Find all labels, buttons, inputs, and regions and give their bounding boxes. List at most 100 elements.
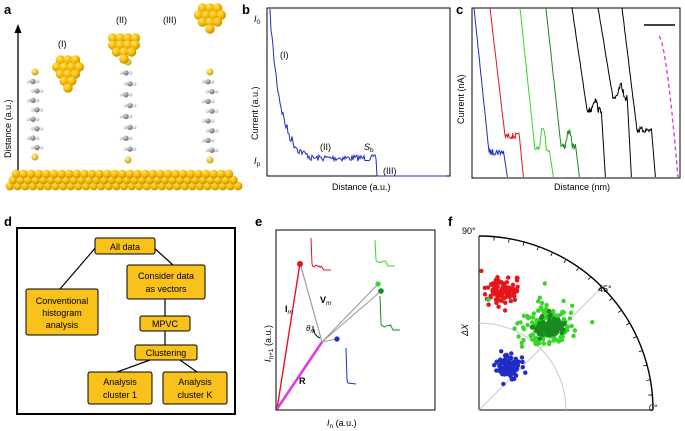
gold-atom <box>34 169 44 179</box>
scatter-point <box>531 311 536 316</box>
polar-tick <box>576 267 580 271</box>
hydrogen-atom <box>128 136 133 141</box>
hydrogen-atom <box>35 79 40 84</box>
flow-lines <box>59 245 198 373</box>
carbon-atom <box>123 70 129 76</box>
scatter-point <box>533 335 538 340</box>
scatter-point <box>536 331 542 337</box>
scatter-point <box>521 337 526 343</box>
panel-b-ylabel: Current (a.u.) <box>250 86 260 140</box>
scatter-point <box>536 299 541 304</box>
gold-atom <box>233 181 243 191</box>
polar-tick <box>522 241 525 246</box>
panel-f-label: f <box>448 214 453 229</box>
scatter-point <box>561 317 567 322</box>
scatter-point <box>554 337 559 342</box>
angle-label-0: 0° <box>649 403 658 413</box>
carbon-atom <box>127 81 133 87</box>
gold-atom <box>148 169 158 179</box>
box-analysis-cluster-1: Analysis cluster 1 <box>87 371 153 405</box>
hydrogen-atom <box>39 145 44 150</box>
gold-atom <box>186 169 196 179</box>
hydrogen-atom <box>201 99 206 104</box>
mini-trace <box>379 295 400 331</box>
scatter-point <box>513 372 518 378</box>
vector-gray <box>321 290 382 343</box>
hydrogen-atom <box>123 125 128 130</box>
scatter-point <box>537 336 543 341</box>
scatter-point <box>539 307 544 312</box>
carbon-atom <box>30 97 36 104</box>
label-theta: θm <box>306 324 315 335</box>
gold-atom <box>95 169 104 179</box>
carbon-atom <box>205 79 211 85</box>
conductance-trace <box>571 7 606 178</box>
box-conventional-text-3: analysis <box>46 320 79 330</box>
scatter-point <box>498 369 503 375</box>
polar-tick <box>638 350 643 353</box>
box-analysis1-text-1: Analysis <box>103 377 137 387</box>
panel-b-ytick-i0-main: I <box>254 14 257 24</box>
panel-a-stage-2: (II) <box>116 15 127 25</box>
cluster-atom <box>119 47 129 57</box>
box-analysisK-text-1: Analysis <box>178 377 212 387</box>
conductance-trace <box>545 8 580 178</box>
gold-atom <box>178 169 188 179</box>
carbon-atom <box>123 135 129 141</box>
polar-tick <box>643 364 648 367</box>
scatter-point <box>541 337 546 342</box>
scatter-point <box>542 281 547 286</box>
label-r: R <box>299 376 306 386</box>
panel-e-xlabel-main: I <box>327 418 330 428</box>
scatter-point <box>519 355 525 360</box>
vector-r <box>275 341 324 410</box>
panel-b-ytick-i0-sub: 0 <box>257 19 261 26</box>
panel-b-ytick-ip: Ip <box>254 156 261 168</box>
scatter-point <box>572 328 578 333</box>
hydrogen-atom <box>26 136 31 141</box>
carbon-atom <box>123 91 129 98</box>
conductance-trace <box>473 7 508 178</box>
vector-gray <box>321 283 379 343</box>
gold-atom <box>26 169 36 179</box>
sulfur-atom <box>206 156 214 164</box>
panel-e-xlabel-unit: (a.u.) <box>333 418 357 428</box>
box-consider-text-1: Consider data <box>138 271 194 281</box>
panel-b: b Current (a.u.) Distance (a.u.) I0 Ip (… <box>242 2 451 192</box>
scatter-point <box>508 298 514 304</box>
hydrogen-atom <box>39 107 44 112</box>
scatter-point <box>546 308 552 314</box>
panel-c-frame <box>471 7 681 179</box>
sulfur-atom <box>31 68 39 76</box>
scatter-point <box>500 359 505 364</box>
polar-45-line <box>478 286 603 411</box>
scatter-point <box>537 340 542 346</box>
gold-surface <box>5 169 243 191</box>
box-analysisK-text-2: cluster K <box>177 390 212 400</box>
hydrogen-atom <box>30 126 35 131</box>
hydrogen-atom <box>119 92 124 97</box>
cluster-atom <box>107 33 118 43</box>
conductance-trace <box>621 7 656 178</box>
polar-tick <box>550 252 553 257</box>
scatter-point <box>494 277 499 282</box>
cluster-atom <box>119 54 129 64</box>
conductance-trace <box>489 8 524 178</box>
hydrogen-atom <box>132 125 137 130</box>
panel-e-xlabel: In (a.u.) <box>327 418 357 430</box>
vector-v-m <box>299 262 323 343</box>
hydrogen-atom <box>214 89 219 94</box>
cluster-atom <box>130 33 141 43</box>
polar-tick <box>632 336 637 339</box>
scatter-point <box>521 313 527 318</box>
scatter-point <box>546 325 552 331</box>
box-mpvc: MPVC <box>139 315 191 332</box>
label-i-m: Im <box>285 304 294 316</box>
hydrogen-atom <box>201 79 206 84</box>
gold-atom <box>57 169 66 179</box>
scatter-point <box>560 334 565 339</box>
carbon-atom <box>209 147 215 153</box>
scatter-point <box>494 359 499 364</box>
carbon-atom <box>209 88 215 95</box>
flow-line <box>116 359 151 373</box>
